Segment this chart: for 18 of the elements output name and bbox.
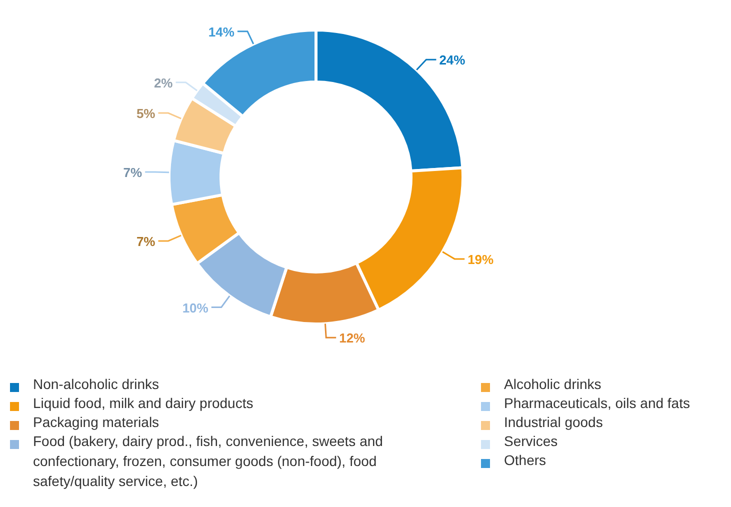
legend-label: Packaging materials	[33, 413, 160, 432]
data-label: 7%	[123, 164, 143, 180]
legend-label: Services	[504, 432, 558, 451]
legend-label: Pharmaceuticals, oils and fats	[504, 394, 690, 413]
data-label: 19%	[468, 252, 494, 267]
legend-label: Others	[504, 451, 546, 470]
legend-label: Non-alcoholic drinks	[33, 375, 160, 394]
legend-label: Alcoholic drinks	[504, 375, 602, 394]
data-label: 7%	[136, 234, 156, 249]
legend-label: Liquid food, milk and dairy products	[33, 394, 254, 413]
data-label: 5%	[136, 106, 156, 122]
data-label: 24%	[439, 52, 466, 68]
data-label: 2%	[154, 75, 174, 90]
data-label: 14%	[208, 24, 235, 40]
legend-label: Food (bakery, dairy prod., fish, convenience, sweets and confectionary, frozen, consumer goods (non-food), food safety/quality service, etc.)	[33, 432, 384, 491]
legend-label: Industrial goods	[504, 413, 603, 432]
data-label: 10%	[182, 300, 209, 316]
data-label: 12%	[339, 330, 366, 346]
